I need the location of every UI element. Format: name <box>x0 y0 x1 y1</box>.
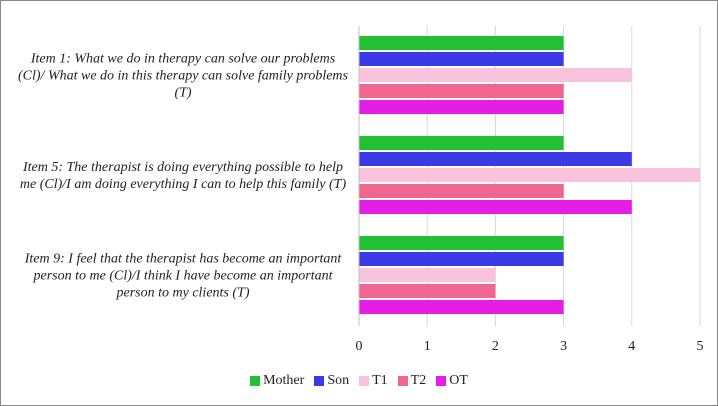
bar <box>359 168 700 182</box>
legend-item: Mother <box>250 373 304 389</box>
legend-swatch <box>397 376 408 386</box>
x-tick-label: 5 <box>697 339 704 354</box>
legend-swatch <box>250 376 261 386</box>
bar <box>359 300 564 314</box>
legend-swatch <box>314 376 325 386</box>
x-tick-label: 0 <box>356 339 363 354</box>
bar <box>359 68 632 82</box>
category-label: Item 5: The therapist is doing everythin… <box>19 160 347 192</box>
bar <box>359 100 564 114</box>
x-tick-label: 2 <box>492 339 499 354</box>
legend-label: Son <box>327 373 350 388</box>
bar <box>359 84 564 98</box>
legend-label: Mother <box>263 373 305 388</box>
bar <box>359 36 564 50</box>
bar <box>359 52 564 66</box>
x-tick-label: 3 <box>560 339 567 354</box>
legend-item: OT <box>436 373 468 389</box>
legend-label: OT <box>449 373 468 388</box>
legend-item: T2 <box>397 373 427 389</box>
legend-swatch <box>359 376 370 386</box>
x-tick-label: 1 <box>424 339 431 354</box>
legend-swatch <box>436 376 447 386</box>
legend: Mother Son T1 T2 OT <box>0 373 718 389</box>
legend-item: Son <box>314 373 349 389</box>
bar <box>359 268 496 282</box>
legend-item: T1 <box>359 373 388 389</box>
bar <box>359 184 564 198</box>
bar <box>359 252 564 266</box>
category-label: Item 1: What we do in therapy can solve … <box>18 51 348 101</box>
x-tick-label: 4 <box>628 339 635 354</box>
bar <box>359 236 564 250</box>
bar <box>359 200 632 214</box>
category-label: Item 9: I feel that the therapist has be… <box>24 251 342 301</box>
bar <box>359 152 632 166</box>
legend-label: T2 <box>410 373 427 388</box>
bar <box>359 284 496 298</box>
bar <box>359 136 564 150</box>
legend-label: T1 <box>372 373 388 388</box>
